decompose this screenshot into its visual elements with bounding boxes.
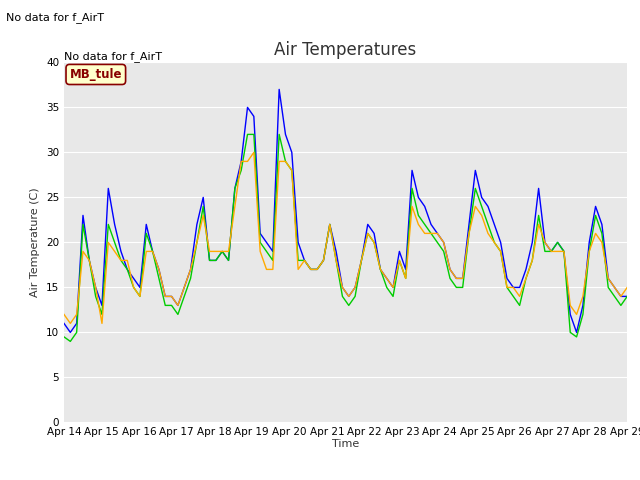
Tsonic <box>541 240 548 245</box>
li77_temp <box>554 240 561 245</box>
Line: li75_t: li75_t <box>64 89 627 332</box>
Text: MB_tule: MB_tule <box>70 68 122 81</box>
li77_temp <box>244 132 252 137</box>
li77_temp <box>67 338 74 344</box>
X-axis label: Time: Time <box>332 439 359 449</box>
li75_t <box>275 86 283 92</box>
li77_temp <box>237 168 245 173</box>
li77_temp <box>60 334 68 340</box>
Tsonic <box>623 285 631 290</box>
Tsonic <box>60 312 68 317</box>
Tsonic <box>250 150 258 156</box>
li75_t <box>554 240 561 245</box>
li75_t <box>611 285 618 290</box>
li75_t <box>465 222 473 228</box>
Tsonic <box>611 285 618 290</box>
Y-axis label: Air Temperature (C): Air Temperature (C) <box>30 188 40 297</box>
Text: No data for f_AirT: No data for f_AirT <box>64 51 162 62</box>
Tsonic <box>67 321 74 326</box>
li75_t <box>623 293 631 300</box>
Line: Tsonic: Tsonic <box>64 153 627 324</box>
Text: No data for f_AirT: No data for f_AirT <box>6 12 104 23</box>
li77_temp <box>611 293 618 300</box>
Line: li77_temp: li77_temp <box>64 134 627 341</box>
li77_temp <box>623 293 631 300</box>
li75_t <box>541 240 548 245</box>
Tsonic <box>237 158 245 164</box>
li75_t <box>237 158 245 164</box>
li77_temp <box>541 249 548 254</box>
Tsonic <box>143 249 150 254</box>
li75_t <box>67 329 74 335</box>
li75_t <box>60 321 68 326</box>
Tsonic <box>554 249 561 254</box>
li77_temp <box>465 230 473 236</box>
Title: Air Temperatures: Air Temperatures <box>275 41 417 60</box>
li77_temp <box>143 230 150 236</box>
li75_t <box>143 222 150 228</box>
Tsonic <box>465 230 473 236</box>
